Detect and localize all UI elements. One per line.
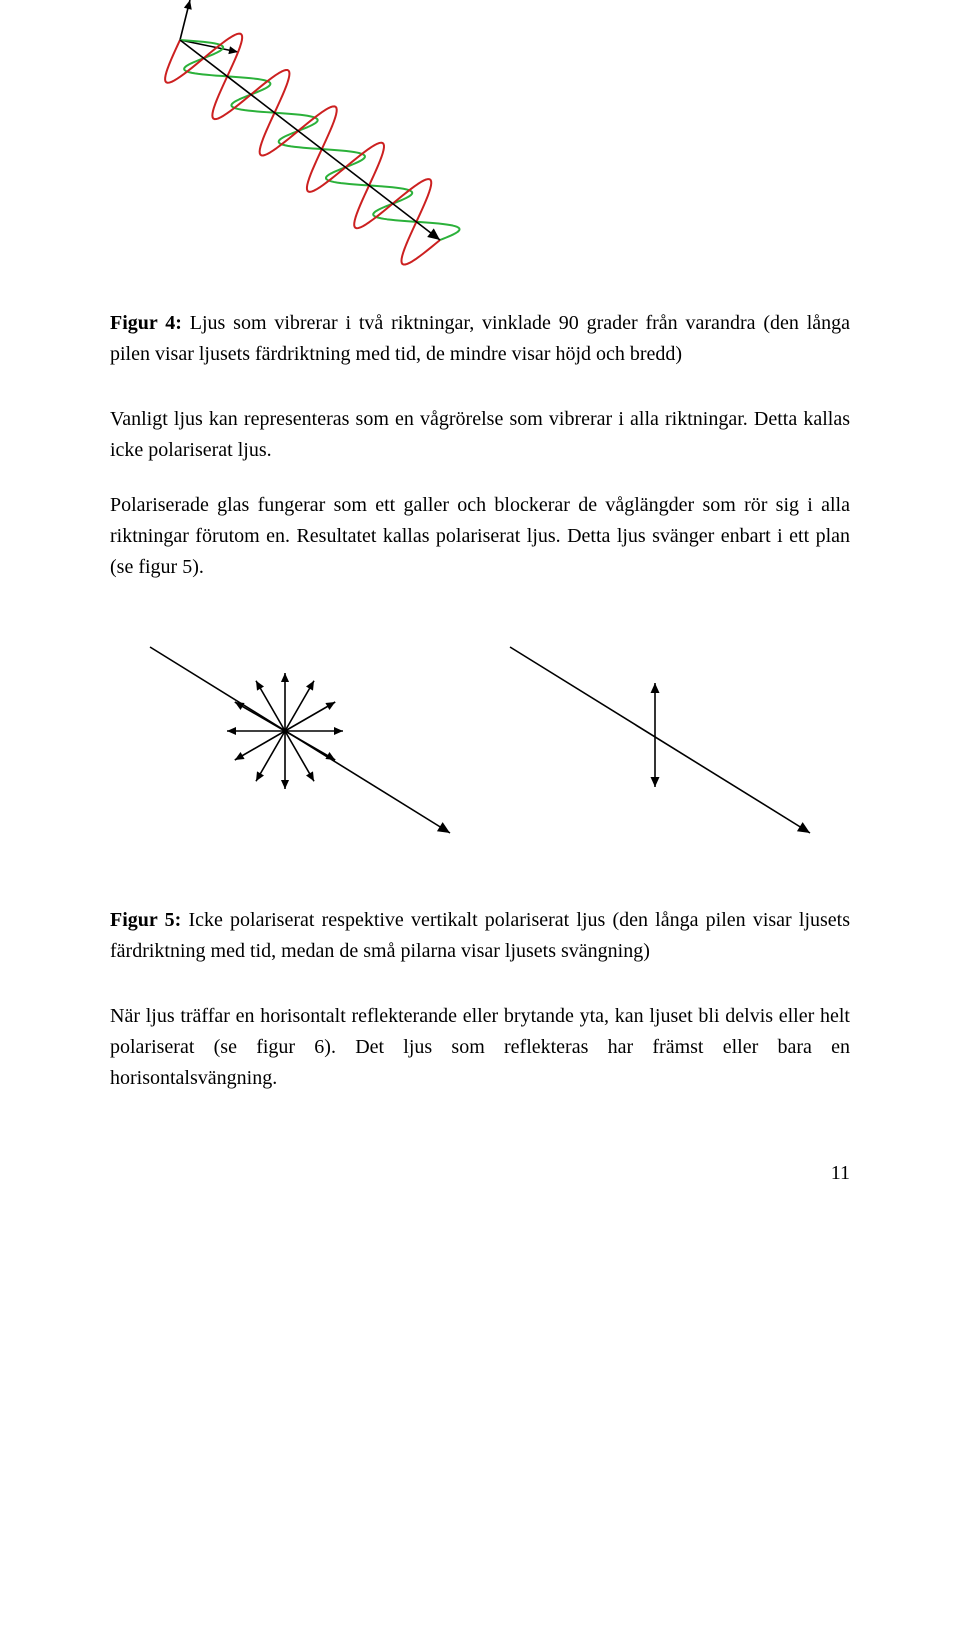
figure-5 [110,607,850,887]
figure-5-svg [110,607,850,887]
figure-5-caption: Figur 5: Icke polariserat respektive ver… [110,905,850,967]
figure-5-caption-text: Icke polariserat respektive vertikalt po… [110,909,850,962]
figure-4-caption: Figur 4: Ljus som vibrerar i två riktnin… [110,308,850,370]
paragraph-3: När ljus träffar en horisontalt reflekte… [110,1001,850,1094]
figure-4-svg [110,0,470,290]
figure-4-caption-label: Figur 4: [110,312,182,334]
paragraph-1: Vanligt ljus kan representeras som en vå… [110,404,850,466]
figure-4-caption-text: Ljus som vibrerar i två riktningar, vink… [110,312,850,365]
figure-4 [110,0,850,290]
figure-5-caption-label: Figur 5: [110,909,181,931]
page-number: 11 [110,1118,850,1189]
paragraph-2: Polariserade glas fungerar som ett galle… [110,490,850,583]
